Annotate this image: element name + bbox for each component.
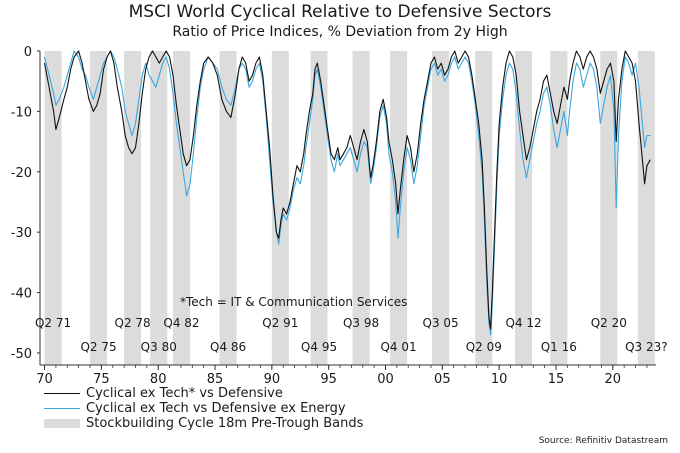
band-label: Q2 20 bbox=[591, 316, 627, 330]
x-tick-label: 75 bbox=[93, 372, 110, 387]
cycle-band bbox=[271, 51, 289, 365]
x-tick-label: 85 bbox=[207, 372, 224, 387]
legend-label: Stockbuilding Cycle 18m Pre-Trough Bands bbox=[86, 416, 364, 431]
band-label: Q3 80 bbox=[141, 340, 177, 354]
legend-swatch-black-line bbox=[44, 393, 80, 394]
cycle-band bbox=[600, 51, 618, 365]
x-tick-label: 80 bbox=[150, 372, 167, 387]
band-label: Q1 16 bbox=[541, 340, 577, 354]
x-tick-label: 00 bbox=[377, 372, 394, 387]
legend-entry-band: Stockbuilding Cycle 18m Pre-Trough Bands bbox=[44, 416, 363, 431]
band-group bbox=[44, 51, 655, 365]
band-label: Q4 12 bbox=[506, 316, 542, 330]
cycle-band bbox=[219, 51, 237, 365]
band-label: Q4 82 bbox=[163, 316, 199, 330]
legend-entry-blue: Cyclical ex Tech vs Defensive ex Energy bbox=[44, 401, 363, 416]
band-label: Q2 71 bbox=[35, 316, 71, 330]
band-label: Q4 86 bbox=[210, 340, 246, 354]
cycle-band bbox=[44, 51, 62, 365]
chart-subtitle: Ratio of Price Indices, % Deviation from… bbox=[172, 24, 508, 40]
band-label: Q2 09 bbox=[466, 340, 502, 354]
cycle-band bbox=[310, 51, 328, 365]
series-line-ex-energy bbox=[43, 50, 651, 336]
cycle-band bbox=[90, 51, 108, 365]
x-tick-label: 15 bbox=[548, 372, 565, 387]
x-tick-label: 70 bbox=[36, 372, 53, 387]
y-tick-label: -30 bbox=[11, 226, 32, 241]
band-label: Q2 75 bbox=[80, 340, 116, 354]
y-tick-label: -50 bbox=[11, 347, 32, 362]
band-label: Q3 98 bbox=[343, 316, 379, 330]
cycle-band bbox=[432, 51, 450, 365]
chart-title: MSCI World Cyclical Relative to Defensiv… bbox=[128, 2, 552, 22]
y-tick-label: -10 bbox=[11, 105, 32, 120]
x-tick-label: 90 bbox=[264, 372, 281, 387]
band-label: Q2 91 bbox=[262, 316, 298, 330]
y-tick-label: 0 bbox=[24, 45, 32, 60]
legend-label: Cyclical ex Tech vs Defensive ex Energy bbox=[86, 401, 346, 416]
band-label: Q4 01 bbox=[380, 340, 416, 354]
legend: Cyclical ex Tech* vs Defensive Cyclical … bbox=[44, 386, 363, 431]
legend-entry-black: Cyclical ex Tech* vs Defensive bbox=[44, 386, 363, 401]
series-group bbox=[43, 50, 651, 336]
cycle-band bbox=[124, 51, 142, 365]
cycle-band bbox=[550, 51, 568, 365]
legend-swatch-blue-line bbox=[44, 408, 80, 409]
legend-label: Cyclical ex Tech* vs Defensive bbox=[86, 386, 283, 401]
cycle-band bbox=[637, 51, 655, 365]
axes-group: 0 -10 -20 -30 -40 -50 70 75 80 85 90 95 00 05 10 15 20 bbox=[11, 45, 656, 387]
x-tick-label: 20 bbox=[605, 372, 622, 387]
y-tick-label: -20 bbox=[11, 166, 32, 181]
x-tick-label: 05 bbox=[434, 372, 451, 387]
band-label: Q3 23? bbox=[625, 340, 668, 354]
source-note: Source: Refinitiv Datastream bbox=[538, 436, 668, 446]
x-tick-label: 10 bbox=[491, 372, 508, 387]
series-line-defensive bbox=[43, 50, 651, 330]
legend-swatch-band bbox=[44, 419, 80, 428]
band-label: Q2 78 bbox=[115, 316, 151, 330]
cycle-band bbox=[150, 51, 168, 365]
x-tick-label: 95 bbox=[320, 372, 337, 387]
tech-footnote: *Tech = IT & Communication Services bbox=[180, 295, 407, 309]
y-tick-label: -40 bbox=[11, 287, 32, 302]
band-label: Q4 95 bbox=[301, 340, 337, 354]
band-label: Q3 05 bbox=[423, 316, 459, 330]
cycle-band bbox=[352, 51, 370, 365]
